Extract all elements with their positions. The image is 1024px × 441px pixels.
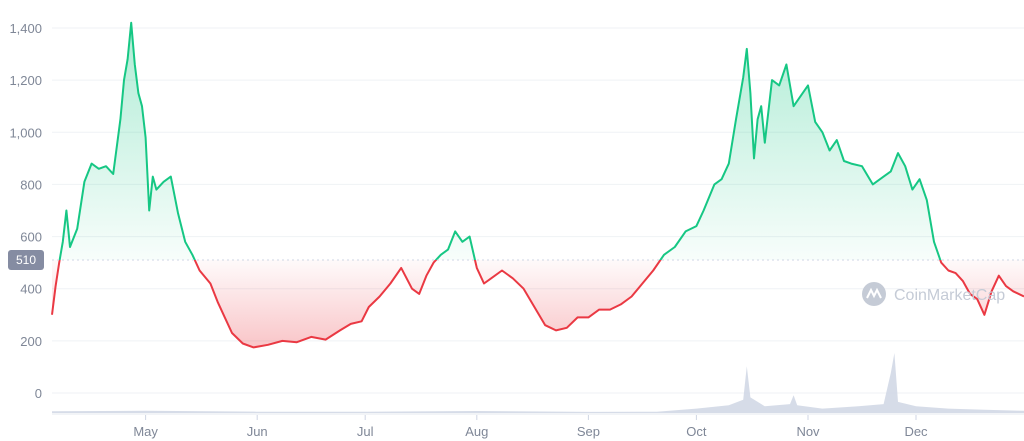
price-line-below bbox=[51, 260, 1024, 349]
x-axis: May Jun Jul Aug Sep Oct Nov Dec bbox=[52, 413, 1024, 439]
baseline-marker: 510 bbox=[8, 250, 1024, 271]
y-tick-label: 0 bbox=[35, 386, 42, 401]
x-tick-label: Nov bbox=[796, 424, 820, 439]
volume-area bbox=[52, 353, 1024, 413]
area-fill-below bbox=[52, 260, 1024, 348]
x-tick-label: Sep bbox=[577, 424, 600, 439]
y-tick-label: 1,000 bbox=[9, 125, 42, 140]
x-tick-label: May bbox=[133, 424, 158, 439]
baseline-badge bbox=[8, 250, 44, 271]
watermark: CoinMarketCap bbox=[862, 282, 1005, 306]
x-tick-label: Jul bbox=[357, 424, 374, 439]
y-tick-label: 800 bbox=[20, 177, 42, 192]
x-tick-label: Jun bbox=[247, 424, 268, 439]
y-tick-label: 200 bbox=[20, 334, 42, 349]
volume-shape bbox=[52, 353, 1024, 413]
watermark-text: CoinMarketCap bbox=[894, 287, 1005, 304]
x-tick-label: Oct bbox=[686, 424, 707, 439]
y-tick-label: 1,400 bbox=[9, 21, 42, 36]
y-tick-label: 1,200 bbox=[9, 73, 42, 88]
baseline-badge-label: 510 bbox=[16, 253, 36, 267]
y-tick-label: 600 bbox=[20, 230, 42, 245]
price-line-above bbox=[58, 21, 942, 261]
x-tick-label: Aug bbox=[465, 424, 488, 439]
price-area bbox=[51, 21, 1024, 349]
y-tick-label: 400 bbox=[20, 282, 42, 297]
logo-mark-icon bbox=[866, 287, 882, 299]
x-tick-label: Dec bbox=[904, 424, 928, 439]
y-axis: 0 200 400 600 800 1,000 1,200 1,400 bbox=[9, 21, 42, 401]
